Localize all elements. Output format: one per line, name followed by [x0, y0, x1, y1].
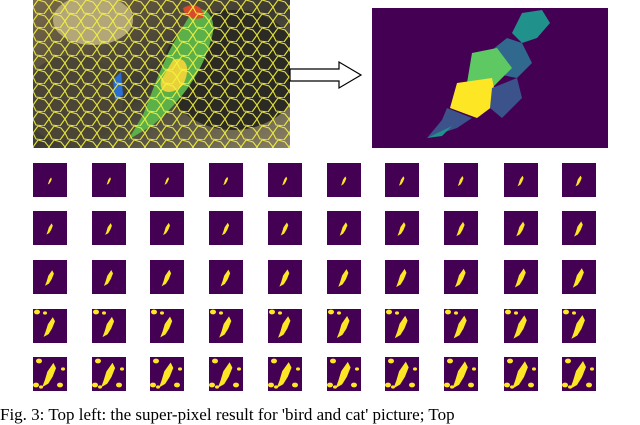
superpixel-photo — [33, 0, 290, 148]
mask-cell — [209, 309, 243, 343]
mask-cell — [150, 163, 184, 197]
mask-cell — [385, 309, 419, 343]
mask-cell — [92, 163, 126, 197]
figure-caption: Fig. 3: Top left: the super-pixel result… — [0, 405, 455, 424]
mask-cell — [385, 211, 419, 245]
mask-cell — [504, 211, 538, 245]
mask-cell — [444, 357, 478, 391]
mask-cell — [268, 357, 302, 391]
mask-cell — [268, 211, 302, 245]
mask-cell — [268, 163, 302, 197]
mask-cell — [444, 309, 478, 343]
mask-cell — [504, 260, 538, 294]
mask-cell — [92, 211, 126, 245]
mask-cell — [504, 163, 538, 197]
mask-cell — [92, 260, 126, 294]
arrow-right-icon — [289, 60, 363, 90]
mask-cell — [562, 357, 596, 391]
mask-cell — [150, 357, 184, 391]
mask-cell — [150, 260, 184, 294]
mask-cell — [268, 309, 302, 343]
mask-cell — [562, 211, 596, 245]
mask-cell — [209, 260, 243, 294]
mask-cell — [385, 163, 419, 197]
mask-cell — [327, 163, 361, 197]
mask-cell — [562, 260, 596, 294]
mask-cell — [209, 163, 243, 197]
mask-cell — [327, 309, 361, 343]
mask-cell — [562, 163, 596, 197]
mask-cell — [385, 357, 419, 391]
mask-cell — [92, 357, 126, 391]
mask-cell — [327, 260, 361, 294]
mask-cell — [444, 163, 478, 197]
mask-cell — [444, 260, 478, 294]
mask-cell — [33, 211, 67, 245]
mask-cell — [33, 260, 67, 294]
mask-cell — [385, 260, 419, 294]
mask-cell — [327, 211, 361, 245]
mask-cell — [327, 357, 361, 391]
mask-cell — [444, 211, 478, 245]
mask-cell — [33, 309, 67, 343]
mask-cell — [562, 309, 596, 343]
mask-cell — [150, 211, 184, 245]
mask-cell — [268, 260, 302, 294]
mask-cell — [504, 309, 538, 343]
mask-cell — [92, 309, 126, 343]
mask-cell — [504, 357, 538, 391]
mask-grid — [33, 163, 613, 403]
mask-cell — [209, 357, 243, 391]
segmentation-map — [372, 8, 608, 148]
mask-cell — [150, 309, 184, 343]
mask-cell — [209, 211, 243, 245]
mask-cell — [33, 357, 67, 391]
mask-cell — [33, 163, 67, 197]
